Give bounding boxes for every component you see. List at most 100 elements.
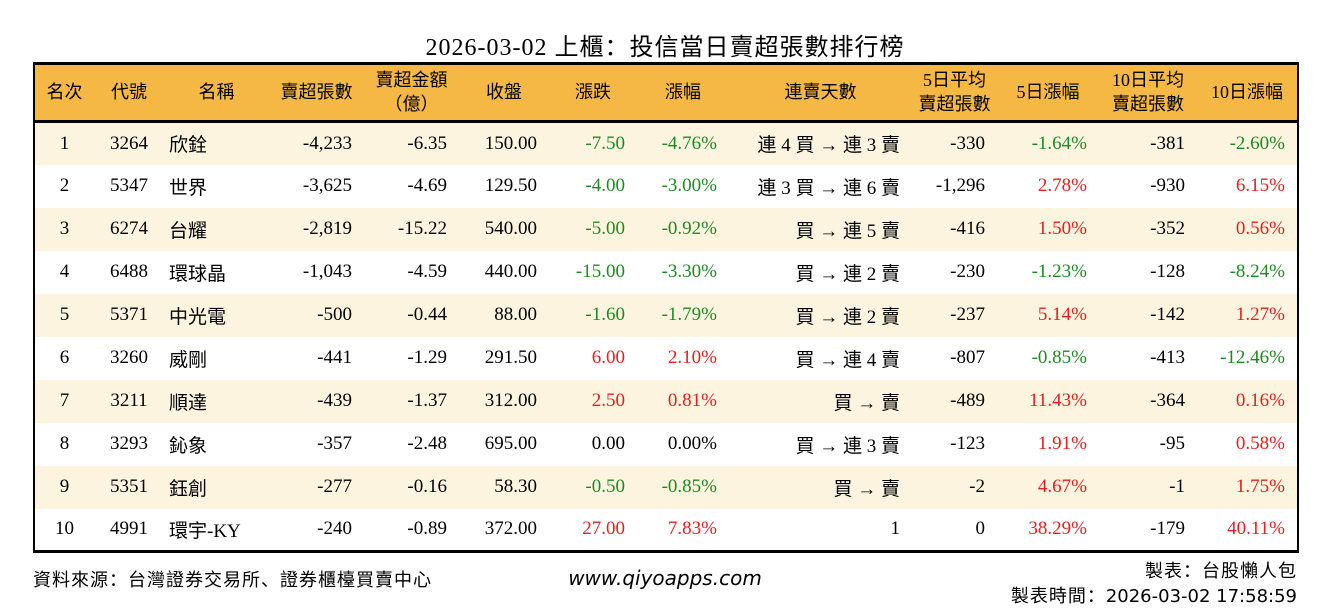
cell-sell-amount: -6.35 (407, 132, 447, 154)
cell-10d-pct: 40.11% (1227, 518, 1285, 540)
col-change-pct: 漲幅 (637, 63, 729, 123)
cell-sell-amount: -15.22 (397, 218, 447, 239)
cell-code: 3293 (110, 433, 148, 454)
cell-avg10-sell: -95 (1159, 433, 1185, 454)
cell-change-pct: 0.81% (667, 390, 717, 411)
cell-change: 0.00 (591, 433, 625, 454)
cell-10d-pct: 1.75% (1235, 476, 1285, 497)
cell-avg5-sell: -330 (950, 132, 985, 154)
cell-rank: 2 (59, 175, 70, 196)
cell-code: 5351 (110, 476, 148, 497)
footer-credits: 製表：台股懶人包 製表時間：2026-03-02 17:58:59 (1011, 559, 1297, 609)
cell-5d-pct: -1.64% (1031, 132, 1087, 154)
cell-code: 3260 (110, 347, 148, 368)
cell-sell-volume: -4,233 (302, 132, 352, 154)
cell-avg10-sell: -352 (1150, 218, 1185, 239)
cell-10d-pct: 0.58% (1235, 433, 1285, 454)
table-row: 3 6274 台耀 -2,819 -15.22 540.00 -5.00 -0.92% 買 → … (34, 207, 1298, 251)
cell-10d-pct: -12.46% (1220, 347, 1285, 368)
table-row: 4 6488 環球晶 -1,043 -4.59 440.00 -15.00 -3.30% 買 →… (34, 251, 1298, 294)
cell-sell-volume: -441 (317, 347, 352, 368)
cell-5d-pct: 38.29% (1028, 518, 1087, 540)
cell-change-pct: -0.85% (661, 476, 717, 497)
table-row: 10 4991 環宇-KY -240 -0.89 372.00 27.00 7.83% 1 0 38… (34, 509, 1298, 552)
cell-code: 3264 (110, 132, 148, 154)
cell-change: 27.00 (582, 518, 625, 540)
cell-close: 440.00 (484, 261, 537, 282)
cell-rank: 1 (59, 132, 70, 154)
prepared-by: 製表：台股懶人包 (1145, 561, 1297, 581)
col-sell-volume: 賣超張數 (269, 63, 364, 123)
cell-change-pct: -1.79% (661, 304, 717, 325)
cell-close: 129.50 (484, 175, 537, 196)
cell-avg10-sell: -930 (1150, 175, 1185, 196)
cell-avg10-sell: -381 (1150, 132, 1185, 154)
cell-rank: 10 (55, 518, 74, 540)
cell-sell-amount: -1.37 (407, 390, 447, 411)
cell-close: 150.00 (484, 132, 537, 154)
table-row: 6 3260 威剛 -441 -1.29 291.50 6.00 2.10% 買 → 連 4 賣… (34, 337, 1298, 380)
cell-close: 312.00 (484, 390, 537, 411)
cell-code: 5347 (110, 175, 148, 196)
cell-10d-pct: 0.16% (1235, 390, 1285, 411)
cell-avg5-sell: -123 (950, 433, 985, 454)
cell-avg5-sell: -807 (950, 347, 985, 368)
cell-streak: 買 → 賣 (833, 478, 900, 500)
cell-change: 2.50 (591, 390, 625, 411)
cell-5d-pct: -0.85% (1031, 347, 1087, 368)
cell-5d-pct: 1.91% (1037, 433, 1087, 454)
table-body: 1 3264 欣銓 -4,233 -6.35 150.00 -7.50 -4.76% 連 4 買… (34, 121, 1298, 552)
cell-sell-amount: -4.69 (407, 175, 447, 196)
cell-change: 6.00 (591, 347, 625, 368)
cell-avg5-sell: -2 (969, 476, 985, 497)
cell-5d-pct: -1.23% (1031, 261, 1087, 282)
col-code: 代號 (94, 63, 164, 123)
cell-10d-pct: -2.60% (1229, 132, 1285, 154)
cell-5d-pct: 2.78% (1037, 175, 1087, 196)
cell-change-pct: -0.92% (661, 218, 717, 239)
cell-sell-volume: -277 (317, 476, 352, 497)
cell-name: 環宇-KY (169, 520, 241, 542)
cell-avg5-sell: -489 (950, 390, 985, 411)
cell-avg10-sell: -1 (1169, 476, 1185, 497)
cell-sell-amount: -0.16 (407, 476, 447, 497)
cell-sell-volume: -357 (317, 433, 352, 454)
cell-avg10-sell: -142 (1150, 304, 1185, 325)
cell-code: 6274 (110, 218, 148, 239)
cell-code: 4991 (110, 518, 148, 540)
cell-code: 3211 (110, 390, 148, 411)
cell-avg5-sell: -230 (950, 261, 985, 282)
table-row: 7 3211 順達 -439 -1.37 312.00 2.50 0.81% 買 → 賣 -489… (34, 379, 1298, 423)
cell-rank: 5 (59, 304, 70, 325)
cell-10d-pct: 0.56% (1235, 218, 1285, 239)
cell-avg10-sell: -364 (1150, 390, 1185, 411)
report-table: 名次 代號 名稱 賣超張數 賣超金額 （億） 收盤 漲跌 漲幅 連賣天數 5日平均 賣超張數 5日漲… (33, 62, 1299, 553)
col-name: 名稱 (164, 63, 269, 123)
cell-change: -4.00 (585, 175, 625, 196)
cell-streak: 1 (890, 518, 901, 540)
cell-streak: 連 4 買 → 連 3 賣 (757, 135, 900, 157)
table-row: 9 5351 鈺創 -277 -0.16 58.30 -0.50 -0.85% 買 → 賣 -2 4… (34, 465, 1298, 509)
cell-name: 威剛 (169, 349, 208, 371)
cell-change: -0.50 (585, 476, 625, 497)
cell-5d-pct: 1.50% (1037, 218, 1087, 239)
col-sell-amount: 賣超金額 （億） (364, 63, 459, 123)
cell-rank: 7 (59, 390, 70, 411)
cell-code: 6488 (110, 261, 148, 282)
cell-sell-volume: -3,625 (302, 175, 352, 196)
table-row: 2 5347 世界 -3,625 -4.69 129.50 -4.00 -3.00% 連 3 買… (34, 165, 1298, 208)
cell-5d-pct: 11.43% (1029, 390, 1087, 411)
cell-change: -5.00 (585, 218, 625, 239)
cell-change-pct: -3.30% (661, 261, 717, 282)
table-row: 1 3264 欣銓 -4,233 -6.35 150.00 -7.50 -4.76% 連 4 買… (34, 121, 1298, 165)
cell-name: 鈊象 (169, 435, 208, 457)
cell-streak: 連 3 買 → 連 6 賣 (757, 177, 900, 199)
cell-sell-volume: -439 (317, 390, 352, 411)
col-close: 收盤 (459, 63, 549, 123)
cell-sell-volume: -500 (317, 304, 352, 325)
cell-name: 順達 (169, 392, 208, 414)
page-title: 2026-03-02 上櫃：投信當日賣超張數排行榜 (425, 35, 905, 61)
cell-change-pct: 0.00% (667, 433, 717, 454)
cell-name: 世界 (169, 177, 208, 199)
cell-rank: 4 (59, 261, 70, 282)
